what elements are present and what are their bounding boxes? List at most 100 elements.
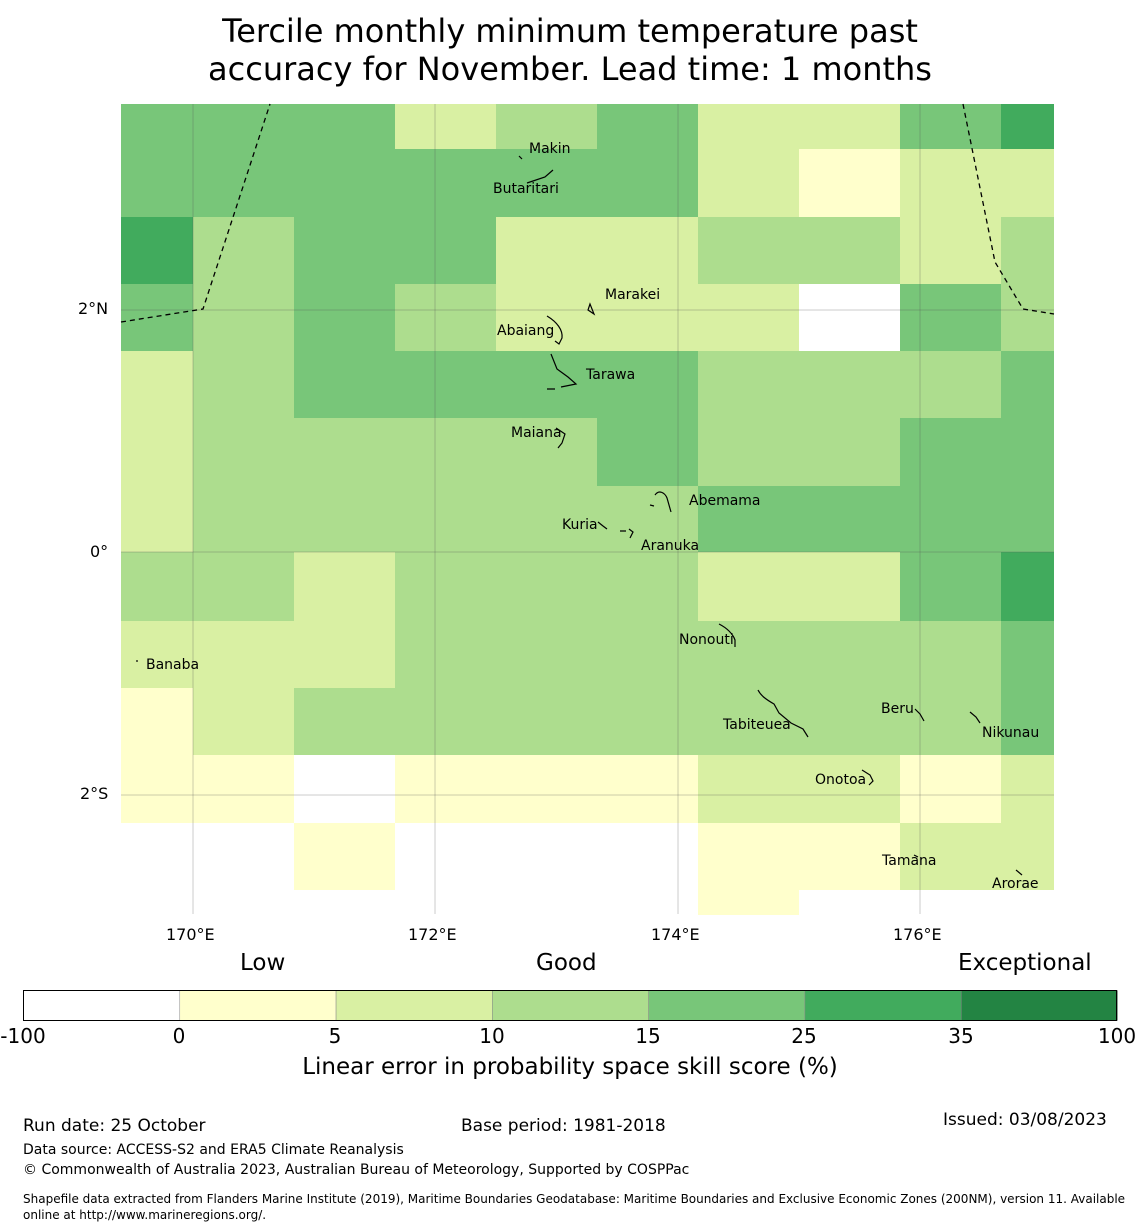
lon-tick-170e: 170°E [166,925,215,944]
skill-cell [294,621,395,688]
skill-cell [799,217,900,284]
lat-tick-2n: 2°N [78,299,109,318]
colorbar-tick: 15 [635,1024,661,1048]
skill-cell [1001,621,1054,688]
skill-cell [395,755,496,823]
skill-cell [294,823,395,890]
skill-cell [294,104,395,149]
copyright: © Commonwealth of Australia 2023, Austra… [23,1162,690,1178]
base-period: Base period: 1981-2018 [461,1116,666,1136]
colorbar-segment [179,990,337,1021]
colorbar-segment [335,990,493,1021]
skill-cell [597,351,698,418]
skill-cell [395,284,496,351]
skill-cell [597,149,698,217]
skill-cell [395,104,496,149]
skill-cell [395,418,496,486]
skill-cell [900,104,1001,149]
skill-cell [193,621,294,688]
colorbar-segment [23,990,181,1021]
skill-cell [1001,284,1054,351]
skill-cell [597,688,698,755]
skill-cell [698,149,799,217]
skill-cell [294,284,395,351]
skill-cell [799,104,900,149]
skill-cell [900,621,1001,688]
skill-cell [193,688,294,755]
colorbar-tick: 5 [328,1024,342,1048]
skill-cell [597,755,698,823]
skill-cell [395,688,496,755]
island-onotoa [861,769,874,786]
skill-cell [193,104,294,149]
island-nonouti [718,623,736,647]
skill-cell [496,688,597,755]
skill-cell [799,486,900,552]
colorbar-label: Linear error in probability space skill … [302,1054,838,1080]
skill-cell [395,621,496,688]
skill-cell [294,418,395,486]
skill-cell [799,552,900,621]
skill-cell [193,351,294,418]
skill-cell [294,486,395,552]
place-label: Nonouti [679,632,734,648]
place-label: Beru [881,701,914,717]
category-exceptional: Exceptional [958,950,1092,976]
skill-cell [121,688,193,755]
skill-cell [597,486,698,552]
issued-date: Issued: 03/08/2023 [943,1110,1107,1130]
shapefile-credit: Shapefile data extracted from Flanders M… [23,1191,1125,1223]
skill-cell [121,104,193,149]
colorbar-segment [492,990,649,1021]
skill-cell [698,755,799,823]
title-line-1: Tercile monthly minimum temperature past [222,12,918,50]
skill-cell [294,351,395,418]
skill-cell [121,284,193,351]
skill-cell [698,552,799,621]
skill-cell [294,688,395,755]
skill-cell [698,418,799,486]
skill-cell [1001,486,1054,552]
place-label: Butaritari [493,181,559,197]
skill-cell [900,418,1001,486]
colorbar-frame [23,990,1117,1021]
lon-tick-176e: 176°E [893,925,942,944]
skill-cell [121,486,193,552]
skill-cell [395,486,496,552]
skill-cell [1001,552,1054,621]
skill-cell [193,284,294,351]
skill-cell [698,104,799,149]
skill-cell [799,418,900,486]
skill-cell [193,552,294,621]
lat-tick-0: 0° [90,542,109,561]
eez-boundaries [120,103,1055,323]
skill-cell [193,149,294,217]
place-label: Banaba [146,657,200,673]
skill-cell [799,688,900,755]
skill-cell [799,823,900,890]
skill-cell [294,149,395,217]
skill-cell [698,217,799,284]
skill-cell [496,486,597,552]
skill-cell [294,552,395,621]
island-butaritari [526,169,554,184]
skill-cell [698,688,799,755]
island-abaiang [546,315,563,345]
colorbar-tick: 0 [172,1024,186,1048]
skill-grid [121,104,1054,915]
skill-cell [496,217,597,284]
skill-cell [1001,351,1054,418]
skill-cell [900,688,1001,755]
skill-cell [121,149,193,217]
skill-cell [900,149,1001,217]
skill-cell [900,351,1001,418]
skill-cell [900,486,1001,552]
place-label: Tamana [882,853,937,869]
skill-cell [1001,755,1054,823]
skill-cell [193,755,294,823]
skill-cell [121,217,193,284]
skill-cell [1001,149,1054,217]
skill-cell [597,552,698,621]
skill-cell [496,351,597,418]
